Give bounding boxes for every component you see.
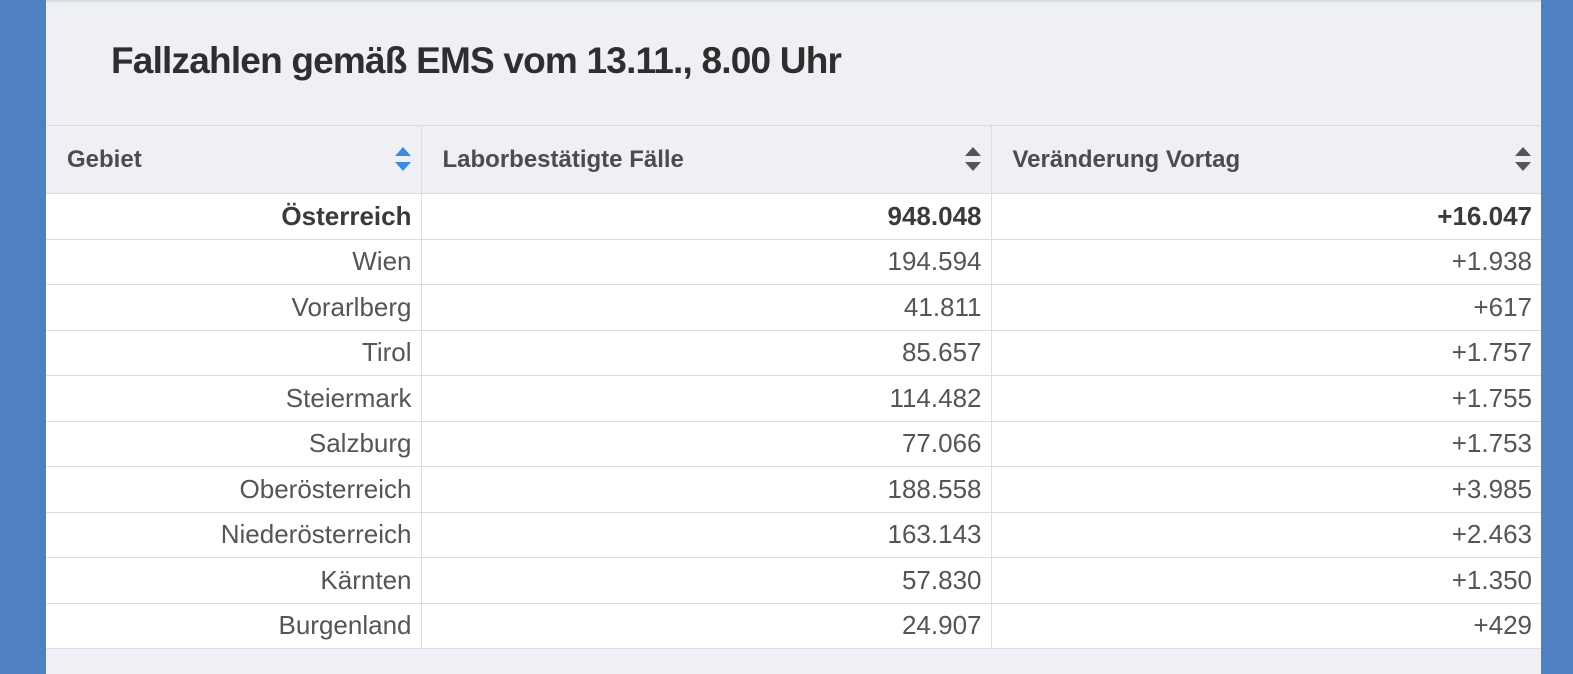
cell-faelle: 948.048 (420, 193, 991, 240)
cell-gebiet: Niederösterreich (46, 512, 421, 558)
cell-faelle: 77.066 (420, 421, 991, 467)
table-panel: Fallzahlen gemäß EMS vom 13.11., 8.00 Uh… (46, 0, 1541, 674)
sort-arrows-icon[interactable] (1515, 147, 1531, 171)
cell-faelle: 41.811 (420, 284, 991, 331)
cell-veraenderung: +2.463 (990, 512, 1541, 558)
cell-veraenderung: +1.755 (990, 375, 1541, 422)
cell-faelle: 114.482 (420, 375, 991, 422)
cell-gebiet: Wien (46, 239, 421, 285)
case-numbers-table: Gebiet Laborbestätigte Fälle Veränderung… (46, 125, 1541, 649)
cell-faelle: 188.558 (420, 466, 991, 513)
sort-arrows-icon[interactable] (394, 147, 411, 171)
column-header-gebiet[interactable]: Gebiet (46, 125, 421, 194)
cell-veraenderung: +617 (990, 284, 1541, 331)
table-row: Tirol 85.657 +1.757 (46, 330, 1541, 376)
column-header-label: Veränderung Vortag (1012, 145, 1241, 173)
column-header-faelle[interactable]: Laborbestätigte Fälle (420, 125, 991, 194)
column-header-label: Laborbestätigte Fälle (442, 145, 684, 173)
sort-arrows-icon[interactable] (964, 147, 981, 171)
cell-faelle: 194.594 (420, 239, 991, 285)
cell-gebiet: Salzburg (46, 421, 421, 467)
cell-faelle: 85.657 (420, 330, 991, 376)
column-header-veraenderung[interactable]: Veränderung Vortag (990, 125, 1541, 194)
table-row: Steiermark 114.482 +1.755 (46, 375, 1541, 422)
cell-gebiet: Vorarlberg (46, 284, 421, 331)
table-title: Fallzahlen gemäß EMS vom 13.11., 8.00 Uh… (111, 40, 842, 81)
cell-gebiet: Oberösterreich (46, 466, 421, 513)
table-header-row: Gebiet Laborbestätigte Fälle Veränderung… (46, 125, 1541, 194)
cell-gebiet: Burgenland (46, 603, 421, 649)
cell-veraenderung: +1.350 (990, 557, 1541, 604)
cell-gebiet: Kärnten (46, 557, 421, 604)
cell-veraenderung: +1.757 (990, 330, 1541, 376)
cell-veraenderung: +429 (990, 603, 1541, 649)
cell-gebiet: Österreich (46, 193, 421, 240)
cell-veraenderung: +16.047 (990, 193, 1541, 240)
cell-veraenderung: +1.753 (990, 421, 1541, 467)
table-row: Burgenland 24.907 +429 (46, 603, 1541, 649)
cell-gebiet: Tirol (46, 330, 421, 376)
table-row: Oberösterreich 188.558 +3.985 (46, 466, 1541, 513)
table-row: Wien 194.594 +1.938 (46, 239, 1541, 285)
cell-faelle: 24.907 (420, 603, 991, 649)
table-row: Vorarlberg 41.811 +617 (46, 284, 1541, 331)
table-row: Kärnten 57.830 +1.350 (46, 557, 1541, 604)
cell-gebiet: Steiermark (46, 375, 421, 422)
cell-faelle: 163.143 (420, 512, 991, 558)
table-row: Niederösterreich 163.143 +2.463 (46, 512, 1541, 558)
cell-faelle: 57.830 (420, 557, 991, 604)
table-row-total: Österreich 948.048 +16.047 (46, 193, 1541, 240)
table-row: Salzburg 77.066 +1.753 (46, 421, 1541, 467)
cell-veraenderung: +3.985 (990, 466, 1541, 513)
column-header-label: Gebiet (67, 145, 142, 173)
cell-veraenderung: +1.938 (990, 239, 1541, 285)
